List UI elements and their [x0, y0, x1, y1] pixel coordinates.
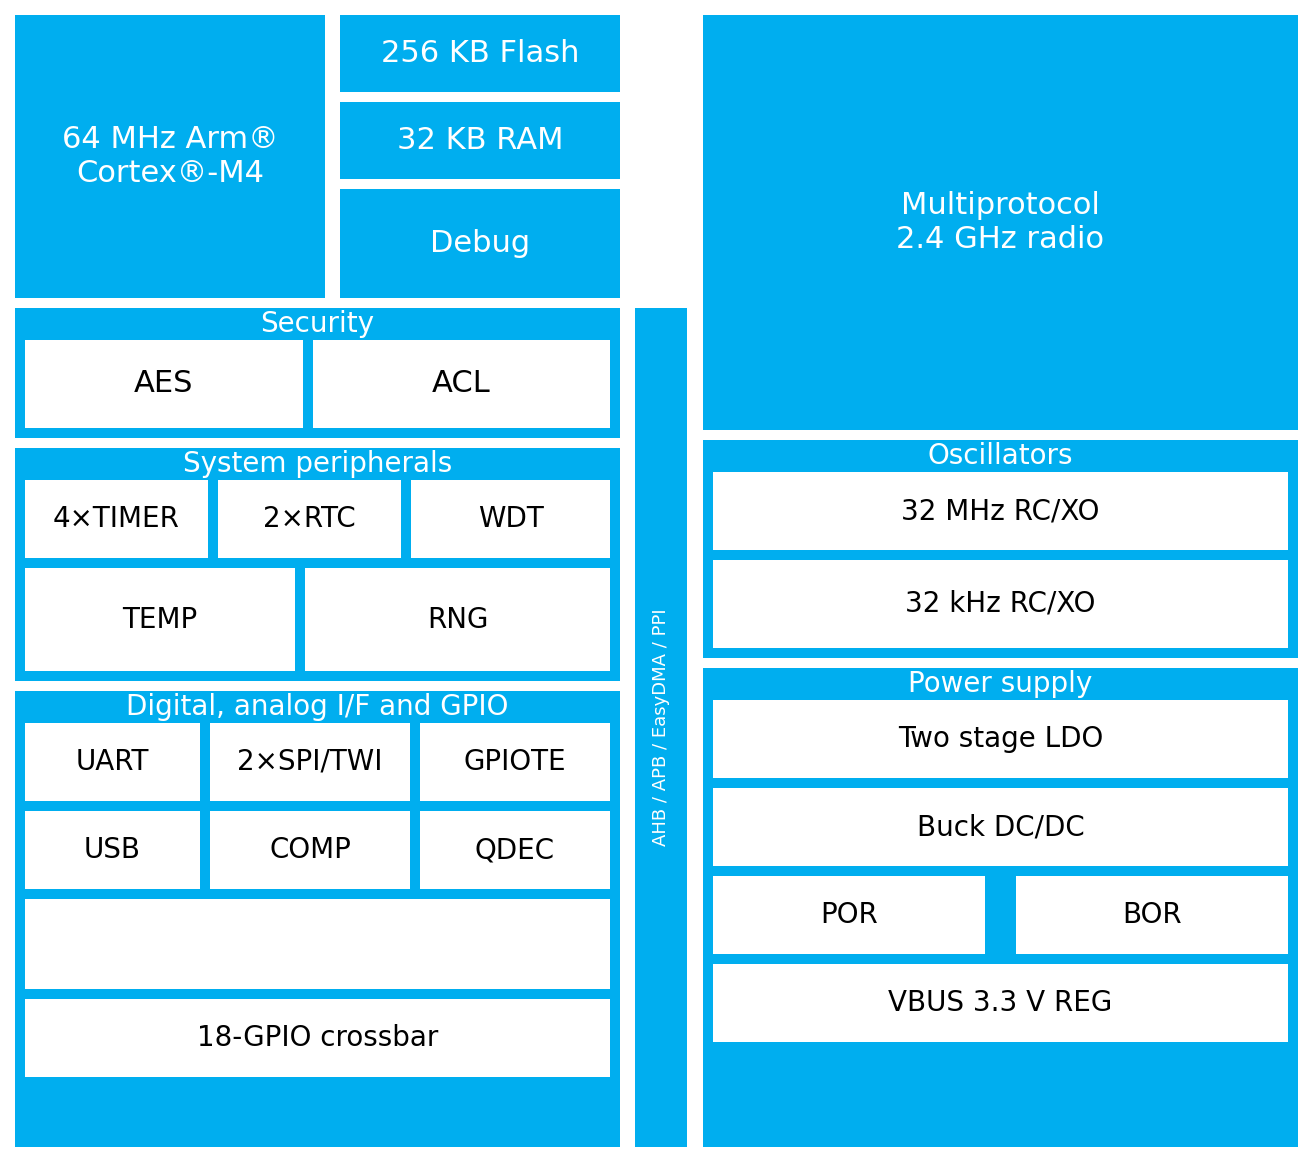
Text: BOR: BOR	[1123, 901, 1182, 928]
Text: RNG: RNG	[427, 605, 488, 633]
Bar	[420, 811, 611, 889]
Text: GPIOTE: GPIOTE	[463, 748, 566, 776]
Text: USB: USB	[84, 835, 140, 865]
Text: Digital, analog I/F and GPIO: Digital, analog I/F and GPIO	[126, 693, 508, 720]
Text: Power supply: Power supply	[909, 670, 1092, 698]
Text: ACL: ACL	[432, 370, 491, 399]
Bar	[420, 723, 611, 801]
Bar	[25, 568, 295, 670]
Bar	[635, 308, 687, 1147]
Text: 18-GPIO crossbar: 18-GPIO crossbar	[197, 1024, 439, 1052]
Text: AES: AES	[134, 370, 194, 399]
Bar	[25, 999, 611, 1077]
Bar	[702, 668, 1299, 1147]
Bar	[713, 560, 1288, 648]
Bar	[713, 964, 1288, 1042]
Bar	[411, 480, 611, 558]
Text: 2×RTC: 2×RTC	[263, 505, 356, 533]
Text: 64 MHz Arm®
Cortex®-M4: 64 MHz Arm® Cortex®-M4	[62, 125, 278, 188]
Text: Multiprotocol
2.4 GHz radio: Multiprotocol 2.4 GHz radio	[897, 192, 1104, 253]
Text: Two stage LDO: Two stage LDO	[898, 725, 1103, 753]
Bar	[702, 15, 1299, 430]
Text: POR: POR	[821, 901, 878, 928]
Text: Buck DC/DC: Buck DC/DC	[916, 813, 1085, 841]
Text: 256 KB Flash: 256 KB Flash	[381, 40, 579, 69]
Bar	[25, 811, 200, 889]
Bar	[25, 723, 200, 801]
Text: 4×TIMER: 4×TIMER	[53, 505, 180, 533]
Bar	[210, 723, 410, 801]
Text: Debug: Debug	[429, 229, 530, 258]
Bar	[218, 480, 400, 558]
Bar	[713, 788, 1288, 866]
Bar	[210, 811, 410, 889]
Text: TEMP: TEMP	[122, 605, 198, 633]
Text: VBUS 3.3 V REG: VBUS 3.3 V REG	[889, 989, 1112, 1017]
Text: 32 kHz RC/XO: 32 kHz RC/XO	[905, 590, 1095, 618]
Text: UART: UART	[76, 748, 150, 776]
Bar	[340, 189, 620, 297]
Bar	[25, 899, 611, 989]
Bar	[14, 691, 620, 1147]
Bar	[14, 308, 620, 438]
Text: QDEC: QDEC	[475, 835, 555, 865]
Text: WDT: WDT	[478, 505, 544, 533]
Bar	[713, 472, 1288, 550]
Bar	[312, 340, 611, 428]
Text: System peripherals: System peripherals	[183, 450, 452, 478]
Bar	[1016, 876, 1288, 954]
Text: AHB / APB / EasyDMA / PPI: AHB / APB / EasyDMA / PPI	[653, 609, 670, 846]
Text: 2×SPI/TWI: 2×SPI/TWI	[238, 748, 383, 776]
Bar	[713, 700, 1288, 779]
Text: COMP: COMP	[269, 835, 351, 865]
Text: Oscillators: Oscillators	[928, 442, 1073, 469]
Bar	[305, 568, 611, 670]
Bar	[25, 480, 207, 558]
Bar	[340, 15, 620, 92]
Bar	[702, 440, 1299, 658]
Bar	[14, 15, 326, 297]
Text: Security: Security	[260, 310, 374, 338]
Text: 32 KB RAM: 32 KB RAM	[397, 125, 563, 155]
Bar	[340, 102, 620, 179]
Bar	[713, 876, 985, 954]
Bar	[14, 449, 620, 681]
Bar	[25, 340, 303, 428]
Text: 32 MHz RC/XO: 32 MHz RC/XO	[901, 497, 1100, 525]
